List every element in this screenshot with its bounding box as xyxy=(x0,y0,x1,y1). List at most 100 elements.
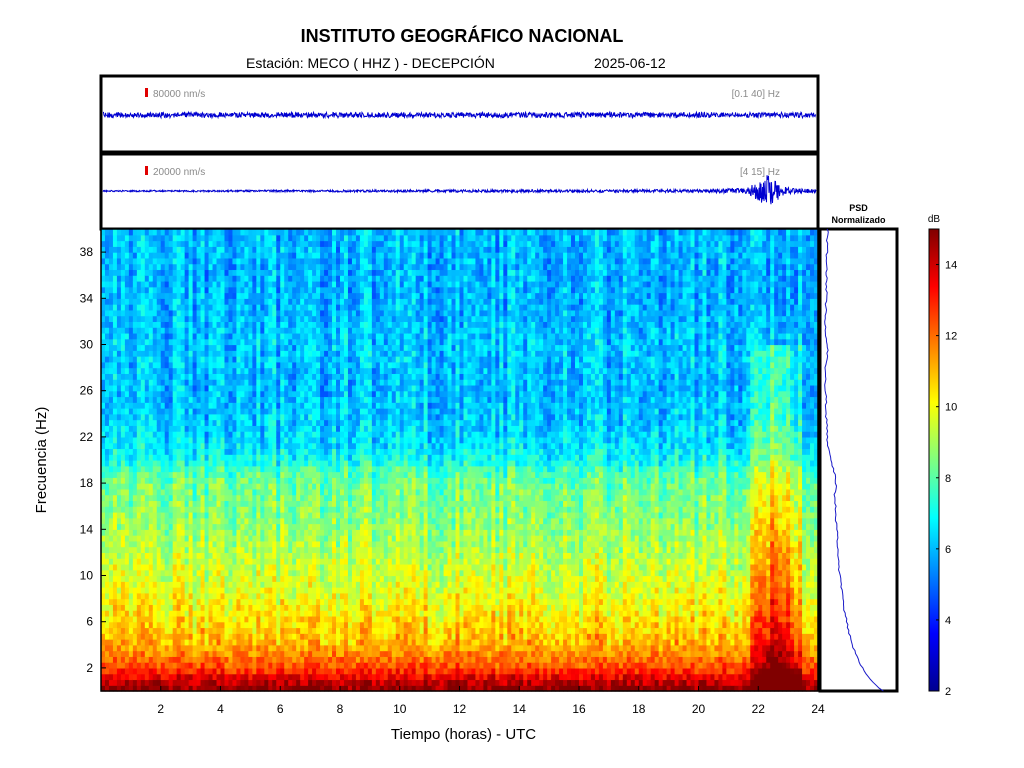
spectrogram-cell xyxy=(316,535,321,542)
spectrogram-cell xyxy=(260,373,265,380)
spectrogram-cell xyxy=(252,344,257,351)
spectrogram-cell xyxy=(116,356,122,363)
spectrogram-cell xyxy=(304,633,309,640)
spectrogram-cell xyxy=(232,673,238,681)
spectrogram-cell xyxy=(124,431,130,438)
spectrogram-cell xyxy=(204,229,210,236)
spectrogram-cell xyxy=(104,656,110,663)
spectrogram-cell xyxy=(128,529,134,536)
spectrogram-cell xyxy=(116,269,122,276)
spectrogram-cell xyxy=(108,633,114,640)
spectrogram-cell xyxy=(332,338,337,346)
spectrogram-cell xyxy=(192,252,198,259)
spectrogram-cell xyxy=(216,610,222,617)
spectrogram-cell xyxy=(232,639,238,646)
spectrogram-cell xyxy=(284,581,289,588)
spectrogram-cell xyxy=(128,650,134,657)
spectrogram-cell xyxy=(296,465,301,473)
spectrogram-cell xyxy=(124,275,130,282)
spectrogram-cell xyxy=(208,436,214,444)
spectrogram-cell xyxy=(304,436,309,444)
spectrogram-cell xyxy=(328,332,333,340)
spectrogram-cell xyxy=(104,373,110,380)
spectrogram-cell xyxy=(184,633,190,640)
spectrogram-cell xyxy=(104,419,110,426)
spectrogram-cell xyxy=(172,356,178,363)
spectrogram-cell xyxy=(296,361,301,369)
spectrogram-cell xyxy=(140,454,146,461)
spectrogram-cell xyxy=(224,431,230,438)
spectrogram-cell xyxy=(296,471,301,478)
spectrogram-cell xyxy=(304,546,309,554)
spectrogram-cell xyxy=(232,679,238,686)
spectrogram-cell xyxy=(140,419,146,426)
spectrogram-cell xyxy=(300,558,305,565)
spectrogram-cell xyxy=(304,667,309,675)
spectrogram-cell xyxy=(300,627,305,634)
spectrogram-cell xyxy=(276,252,281,259)
spectrogram-cell xyxy=(236,402,242,409)
spectrogram-cell xyxy=(208,581,214,588)
spectrogram-cell xyxy=(136,229,142,236)
spectrogram-cell xyxy=(160,644,166,652)
spectrogram-cell xyxy=(240,644,245,652)
spectrogram-cell xyxy=(332,523,337,530)
spectrogram-cell xyxy=(236,234,242,242)
spectrogram-cell xyxy=(220,621,226,629)
spectrogram-cell xyxy=(192,523,198,530)
spectrogram-cell xyxy=(208,483,214,490)
spectrogram-cell xyxy=(184,639,190,646)
spectrogram-cell xyxy=(308,460,313,467)
spectrogram-cell xyxy=(172,587,178,594)
spectrogram-cell xyxy=(236,373,242,380)
spectrogram-cell xyxy=(108,529,114,536)
spectrogram-cell xyxy=(320,633,325,640)
spectrogram-cell xyxy=(308,229,313,236)
spectrogram-cell xyxy=(316,361,321,369)
spectrogram-cell xyxy=(124,332,130,340)
spectrogram-cell xyxy=(232,650,238,657)
spectrogram-cell xyxy=(252,280,257,288)
spectrogram-cell xyxy=(136,269,142,276)
spectrogram-cell xyxy=(264,506,269,513)
spectrogram-cell xyxy=(132,344,138,351)
spectrogram-cell xyxy=(228,356,234,363)
spectrogram-cell xyxy=(101,604,106,611)
spectrogram-cell xyxy=(340,644,345,652)
spectrogram-cell xyxy=(332,517,337,525)
spectrogram-cell xyxy=(276,344,281,351)
spectrogram-cell xyxy=(343,257,349,265)
spectrogram-cell xyxy=(300,367,305,374)
spectrogram-cell xyxy=(304,269,309,276)
spectrogram-cell xyxy=(248,581,253,588)
spectrogram-cell xyxy=(188,477,194,484)
spectrogram-cell xyxy=(208,431,214,438)
spectrogram-cell xyxy=(292,667,297,675)
spectrogram-cell xyxy=(264,454,269,461)
spectrogram-cell xyxy=(300,431,305,438)
spectrogram-cell xyxy=(144,442,150,450)
spectrogram-cell xyxy=(104,338,110,346)
spectrogram-cell xyxy=(236,275,242,282)
spectrogram-cell xyxy=(324,546,329,554)
spectrogram-cell xyxy=(204,338,210,346)
spectrogram-cell xyxy=(168,650,174,657)
spectrogram-cell xyxy=(244,240,249,247)
spectrogram-cell xyxy=(240,234,245,242)
spectrogram-cell xyxy=(304,506,309,513)
spectrogram-cell xyxy=(200,413,206,421)
spectrogram-cell xyxy=(144,425,150,432)
spectrogram-cell xyxy=(292,321,297,328)
spectrogram-cell xyxy=(204,529,210,536)
spectrogram-cell xyxy=(176,344,182,351)
spectrogram-cell xyxy=(328,644,333,652)
spectrogram-cell xyxy=(343,471,349,478)
spectrogram-cell xyxy=(236,263,242,271)
spectrogram-cell xyxy=(336,240,341,247)
spectrogram-cell xyxy=(212,396,218,403)
spectrogram-cell xyxy=(184,298,190,305)
spectrogram-cell xyxy=(304,402,309,409)
spectrogram-cell xyxy=(296,511,301,519)
spectrogram-cell xyxy=(228,280,234,288)
spectrogram-cell xyxy=(244,575,249,582)
